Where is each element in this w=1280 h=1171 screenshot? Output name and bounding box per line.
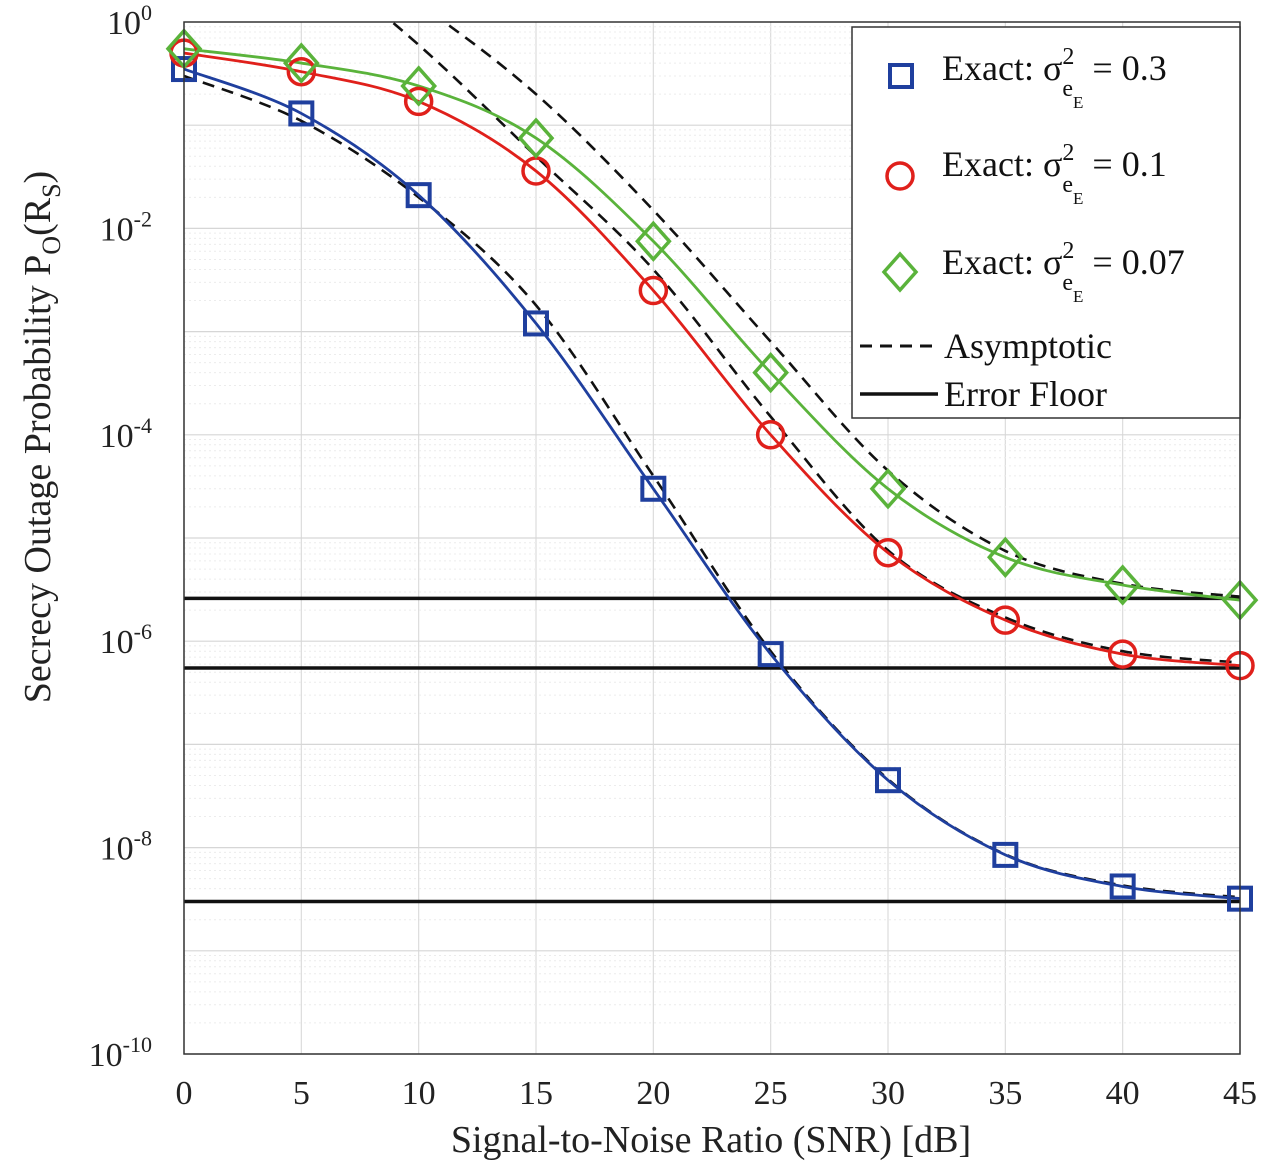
- data-point-diamond: [752, 352, 790, 394]
- legend-marker-square: [888, 63, 914, 89]
- data-point-square: [640, 475, 667, 502]
- data-point-square: [992, 841, 1019, 868]
- data-point-circle: [873, 537, 903, 568]
- x-tick-label: 30: [871, 1075, 905, 1112]
- data-point-square: [1109, 873, 1136, 900]
- data-point-circle: [1107, 639, 1138, 669]
- x-tick-label: 10: [402, 1075, 436, 1112]
- y-label-suffix: ): [17, 171, 59, 184]
- data-point-diamond: [517, 117, 555, 159]
- y-tick-label: 10-6: [100, 619, 152, 661]
- exact-curve-series-2: [184, 51, 1240, 668]
- y-tick-labels: 100 10-2 10-4 10-6 10-8 10-10: [89, 0, 152, 1074]
- exact-curves: [184, 47, 1240, 901]
- data-point-circle: [403, 86, 434, 117]
- x-tick-label: 40: [1106, 1075, 1140, 1112]
- y-tick-label: 10-10: [89, 1032, 152, 1074]
- data-point-square: [523, 310, 549, 337]
- data-point-square: [757, 641, 784, 668]
- legend-asymptotic: Asymptotic: [944, 326, 1112, 366]
- x-tick-label: 45: [1223, 1075, 1257, 1112]
- y-tick-label: 10-4: [100, 413, 152, 455]
- y-tick-label: 100: [107, 0, 152, 42]
- x-tick-label: 0: [176, 1075, 193, 1112]
- legend-box: [851, 26, 1241, 419]
- y-label-sub1: O: [37, 236, 66, 255]
- exact-curve-series-3: [184, 47, 1240, 602]
- x-tick-label: 5: [293, 1075, 310, 1112]
- data-point-diamond: [869, 468, 907, 510]
- data-point-circle: [755, 420, 786, 450]
- legend-entry-2: Exact: σ2 eE = 0.1: [942, 140, 1167, 208]
- data-point-square: [405, 182, 432, 209]
- data-point-diamond: [282, 42, 320, 84]
- y-tick-label: 10-8: [100, 826, 152, 868]
- y-axis-label: Secrecy Outage Probability PO(RS): [17, 171, 66, 703]
- data-point-diamond: [1104, 564, 1142, 606]
- legend: Exact: σ2 eE = 0.3 Exact: σ2 eE = 0.1 Exac…: [851, 26, 1241, 419]
- data-point-circle: [990, 605, 1021, 635]
- error-floor-lines: [184, 596, 1240, 904]
- y-label-prefix: Secrecy Outage Probability P: [17, 255, 59, 704]
- asymptotic-lines: [184, 22, 1240, 899]
- x-tick-label: 35: [988, 1075, 1022, 1112]
- data-point-diamond: [634, 220, 672, 262]
- asymptotic-line: [390, 22, 1240, 664]
- legend-entry-1: Exact: σ2 eE = 0.3: [942, 44, 1167, 112]
- x-tick-labels: 0 5 10 15 20 25 30 35 40 45: [176, 1075, 1258, 1112]
- data-point-circle: [286, 56, 317, 87]
- data-point-square: [288, 100, 315, 127]
- legend-entry-3: Exact: σ2 eE = 0.07: [942, 238, 1185, 306]
- legend-error-floor: Error Floor: [944, 374, 1107, 414]
- x-tick-label: 15: [519, 1075, 553, 1112]
- y-label-mid: (R: [17, 197, 59, 236]
- x-tick-label: 25: [754, 1075, 788, 1112]
- x-tick-label: 20: [636, 1075, 670, 1112]
- x-axis-label: Signal-to-Noise Ratio (SNR) [dB]: [451, 1119, 971, 1161]
- exact-curve-series-1: [184, 67, 1240, 901]
- y-tick-label: 10-2: [100, 206, 152, 248]
- legend-marker-circle: [885, 161, 915, 191]
- plot-frame: [183, 21, 1241, 1055]
- data-point-diamond: [400, 65, 438, 107]
- asymptotic-line: [184, 74, 1240, 899]
- data-point-square: [875, 767, 901, 794]
- data-point-diamond: [986, 536, 1024, 578]
- y-label-sub2: S: [37, 183, 66, 197]
- data-point-circle: [638, 275, 669, 306]
- legend-marker-diamond: [881, 251, 919, 293]
